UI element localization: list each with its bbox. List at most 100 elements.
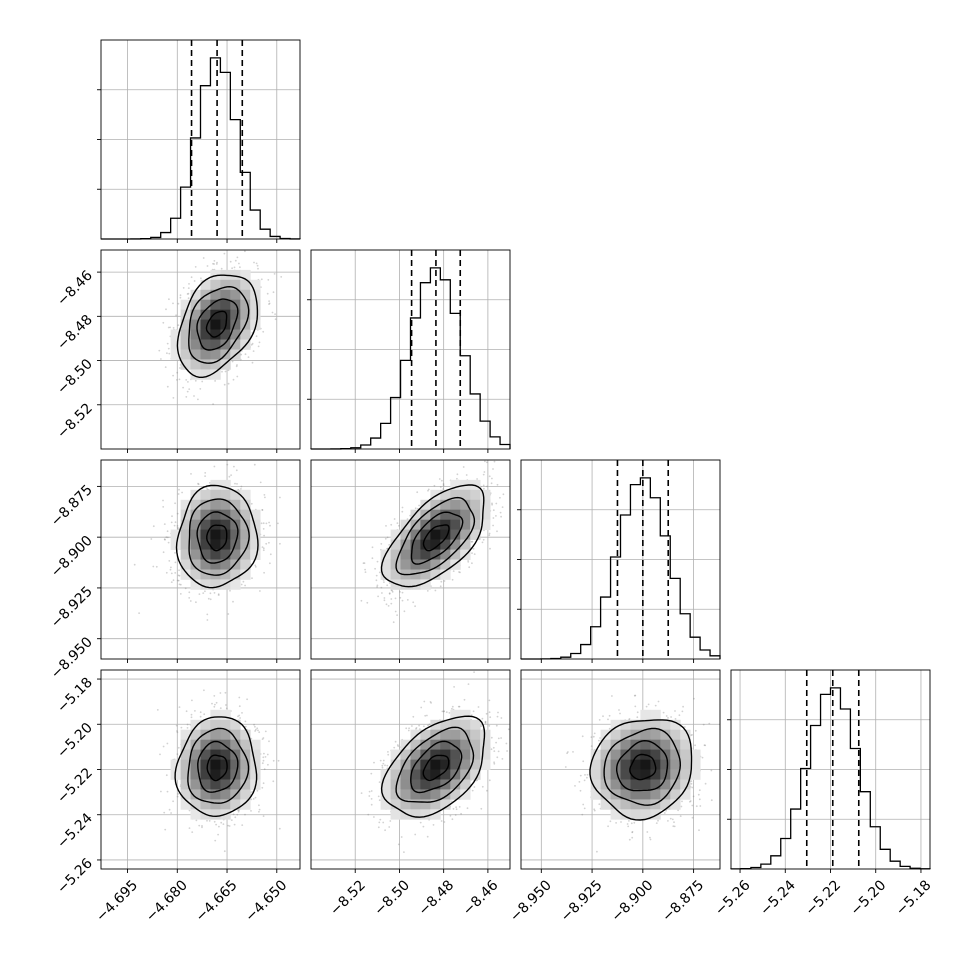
scatter-point — [163, 538, 166, 541]
scatter-point — [378, 821, 381, 824]
scatter-point — [223, 383, 226, 386]
scatter-point — [593, 732, 596, 735]
scatter-point — [266, 753, 269, 756]
scatter-point — [204, 475, 207, 477]
density-cell — [450, 479, 461, 491]
scatter-point — [168, 560, 171, 562]
scatter-point — [150, 538, 153, 540]
density-cell — [230, 339, 241, 350]
density-cell — [430, 789, 441, 800]
density-cell — [390, 769, 401, 780]
density-cell — [230, 529, 241, 540]
scatter-point — [184, 587, 187, 590]
scatter-point — [226, 463, 229, 466]
scatter-point — [203, 689, 205, 692]
density-cell — [400, 749, 411, 760]
scatter-point — [188, 591, 191, 594]
density-cell — [420, 779, 431, 790]
density-cell — [250, 749, 261, 760]
scatter-point — [271, 311, 274, 314]
contour-2-1-0 — [422, 524, 450, 552]
density-cell — [190, 559, 201, 570]
scatter-point — [445, 711, 448, 713]
density-cell — [180, 529, 191, 540]
scatter-point — [620, 821, 622, 823]
density-cell — [480, 749, 491, 760]
density-cell — [440, 719, 451, 731]
scatter-point — [491, 502, 493, 505]
density-cell — [200, 369, 211, 380]
density-cell — [650, 749, 661, 760]
scatter-point — [701, 756, 704, 759]
scatter-point — [377, 826, 380, 829]
density-cell — [680, 779, 691, 790]
scatter-point — [240, 488, 242, 490]
x-tick-label-1-3: −8.46 — [460, 877, 502, 919]
scatter-point — [195, 819, 198, 822]
density-cell — [420, 499, 431, 511]
density-cell — [240, 309, 251, 321]
density-cell — [250, 509, 261, 521]
scatter-point — [657, 700, 660, 703]
scatter-point — [473, 671, 475, 673]
scatter-point — [162, 499, 164, 502]
density-cell — [460, 529, 471, 540]
scatter-point — [169, 326, 172, 329]
y-tick-label-1-2: −8.48 — [54, 312, 96, 354]
density-cell — [250, 769, 261, 780]
scatter-point — [381, 764, 384, 767]
scatter-point — [195, 601, 197, 604]
density-cell — [250, 309, 261, 321]
scatter-point — [488, 725, 491, 727]
scatter-point — [471, 562, 473, 565]
density-cell — [190, 529, 201, 540]
x-tick-label-2-1: −8.925 — [558, 877, 606, 925]
scatter-point — [264, 756, 267, 758]
scatter-point — [223, 252, 226, 255]
scatter-point — [655, 822, 658, 824]
scatter-point — [241, 712, 243, 714]
density-cell — [190, 769, 201, 780]
scatter-point — [384, 537, 387, 540]
scatter-point — [250, 343, 253, 346]
density-cell — [680, 759, 691, 770]
scatter-point — [673, 821, 675, 824]
density-cell — [630, 739, 641, 751]
density-cell — [220, 709, 231, 721]
scatter-point — [619, 712, 621, 715]
density-cell — [200, 509, 211, 521]
scatter-point — [199, 715, 202, 718]
density-cell — [240, 549, 251, 560]
density-cell — [230, 279, 241, 291]
scatter-point — [360, 599, 363, 602]
density-cell — [390, 779, 401, 790]
density-cell — [460, 719, 471, 731]
panel-3-1 — [360, 671, 510, 853]
density-cell — [230, 289, 241, 301]
scatter-point — [481, 717, 484, 720]
panel-frame-3-1 — [310, 669, 511, 870]
x-tick-label-1-1: −8.50 — [371, 877, 413, 919]
scatter-point — [499, 511, 502, 514]
scatter-point — [272, 291, 275, 294]
scatter-point — [199, 388, 202, 390]
scatter-point — [496, 715, 499, 718]
density-cell — [430, 809, 441, 820]
scatter-point — [408, 727, 410, 730]
density-cell — [190, 349, 201, 360]
density-cell — [220, 549, 231, 560]
density-cell — [690, 769, 701, 780]
scatter-point — [370, 772, 373, 775]
scatter-point — [689, 800, 692, 802]
scatter-point — [138, 612, 141, 614]
contour-1-0-2 — [188, 285, 250, 364]
density-cell — [220, 729, 231, 741]
x-tick-label-1-2: −8.48 — [416, 877, 458, 919]
scatter-point — [582, 803, 585, 806]
scatter-point — [462, 466, 465, 468]
density-cell — [380, 799, 391, 810]
scatter-point — [236, 256, 239, 259]
scatter-point — [179, 593, 182, 595]
scatter-point — [268, 740, 270, 743]
density-cell — [470, 759, 481, 770]
